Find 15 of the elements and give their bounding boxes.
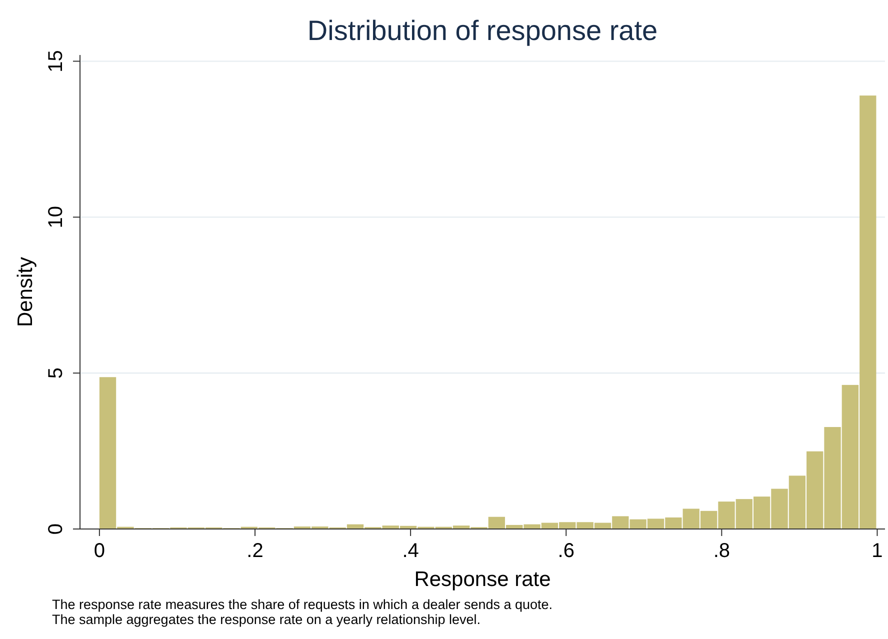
x-tick-label: .6 — [558, 540, 574, 562]
y-tick-label: 10 — [45, 206, 67, 228]
y-axis-title: Density — [14, 256, 37, 328]
x-tick-label: 1 — [872, 540, 883, 562]
chart-title: Distribution of response rate — [307, 15, 658, 46]
x-tick-label: .8 — [713, 540, 730, 562]
x-tick-label: .4 — [402, 540, 419, 562]
x-tick-label: 0 — [94, 540, 106, 562]
y-tick-label: 5 — [45, 368, 67, 379]
x-tick-label: .2 — [246, 540, 264, 562]
x-axis-title: Response rate — [414, 568, 551, 591]
text: The response rate measures the share of requests in which a dealer sends a quote. — [52, 597, 553, 612]
y-tick-label: 0 — [45, 523, 67, 535]
y-tick-label: 15 — [45, 50, 67, 72]
text: The sample aggregates the response rate on a yearly relationship level. — [52, 612, 480, 627]
